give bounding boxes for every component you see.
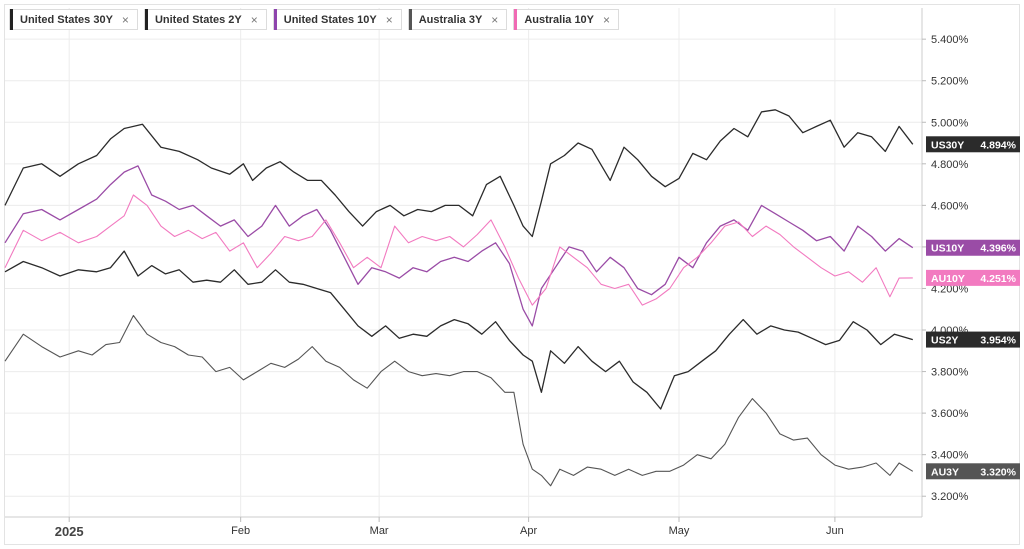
- legend-swatch: [514, 9, 518, 30]
- last-value-badge: US30Y 4.894%: [926, 136, 1020, 153]
- x-tick-label: 2025: [55, 524, 84, 539]
- last-value-badges: US30Y 4.894% US10Y 4.396% AU10Y 4.251% US2Y 3.9…: [926, 136, 1020, 480]
- legend-swatch: [10, 9, 13, 30]
- y-tick-label: 3.600%: [931, 408, 969, 420]
- last-value-badge: US10Y 4.396%: [926, 239, 1020, 256]
- y-tick-label: 3.400%: [931, 450, 969, 462]
- badge-value: 4.251%: [980, 273, 1016, 285]
- y-tick-label: 5.200%: [931, 76, 969, 88]
- legend-label: United States 30Y: [20, 13, 113, 26]
- badge-background: [926, 331, 1020, 348]
- y-tick-label: 4.600%: [931, 200, 969, 212]
- legend-swatch: [273, 9, 277, 30]
- x-tick-label: Feb: [231, 525, 250, 537]
- badge-background: [926, 136, 1020, 153]
- last-value-badge: US2Y 3.954%: [926, 331, 1020, 348]
- y-tick-label: 4.800%: [931, 159, 969, 171]
- last-value-badge: AU10Y 4.251%: [926, 269, 1020, 286]
- series-lines: [4, 109, 914, 487]
- close-icon[interactable]: ×: [250, 12, 258, 27]
- x-tick-label: May: [669, 525, 690, 537]
- legend-chip[interactable]: Australia 10Y ×: [513, 9, 620, 30]
- close-icon[interactable]: ×: [603, 12, 611, 27]
- badge-series-code: AU10Y: [931, 273, 965, 285]
- legend-label: United States 10Y: [283, 13, 377, 26]
- legend-chip[interactable]: United States 2Y ×: [143, 9, 267, 30]
- y-tick-label: 5.400%: [931, 34, 969, 46]
- close-icon[interactable]: ×: [385, 12, 393, 27]
- x-tick-label: Apr: [520, 525, 537, 537]
- series-line[interactable]: [4, 165, 914, 327]
- y-tick-label: 4.200%: [931, 283, 969, 295]
- badge-value: 4.396%: [980, 243, 1016, 255]
- badge-background: [926, 239, 1020, 256]
- legend-swatch: [144, 9, 148, 30]
- badge-background: [926, 463, 1020, 480]
- x-axis: 2025 Feb Mar Apr May Jun: [5, 516, 922, 539]
- badge-background: [926, 269, 1020, 286]
- badge-series-code: AU3Y: [931, 466, 959, 478]
- grid: [5, 8, 922, 517]
- legend-chip[interactable]: United States 30Y ×: [9, 9, 138, 30]
- series-line[interactable]: [4, 109, 914, 238]
- legend-chip[interactable]: Australia 3Y ×: [407, 9, 508, 30]
- y-axis: 5.400%5.200%5.000%4.800%4.600%4.400%4.20…: [921, 8, 969, 517]
- series-line[interactable]: [4, 314, 914, 487]
- x-tick-label: Mar: [370, 525, 389, 537]
- badge-value: 3.954%: [980, 335, 1016, 347]
- x-tick-label: Jun: [826, 525, 844, 537]
- badge-series-code: US30Y: [931, 139, 964, 151]
- close-icon[interactable]: ×: [491, 12, 499, 27]
- legend-label: Australia 3Y: [418, 13, 483, 26]
- y-tick-label: 3.200%: [931, 491, 969, 503]
- series-line[interactable]: [4, 250, 913, 410]
- legend: United States 30Y × United States 2Y × Unite…: [9, 9, 620, 30]
- close-icon[interactable]: ×: [121, 12, 129, 27]
- series-line[interactable]: [4, 194, 913, 306]
- legend-label: Australia 10Y: [524, 13, 595, 26]
- y-tick-label: 3.800%: [931, 367, 969, 379]
- y-tick-label: 5.000%: [931, 117, 969, 129]
- legend-chip[interactable]: United States 10Y ×: [272, 9, 402, 30]
- last-value-badge: AU3Y 3.320%: [926, 463, 1020, 480]
- legend-swatch: [408, 9, 412, 30]
- badge-series-code: US10Y: [931, 243, 964, 255]
- badge-value: 3.320%: [980, 466, 1016, 478]
- legend-label: United States 2Y: [154, 13, 242, 26]
- badge-series-code: US2Y: [931, 335, 958, 347]
- badge-value: 4.894%: [980, 139, 1016, 151]
